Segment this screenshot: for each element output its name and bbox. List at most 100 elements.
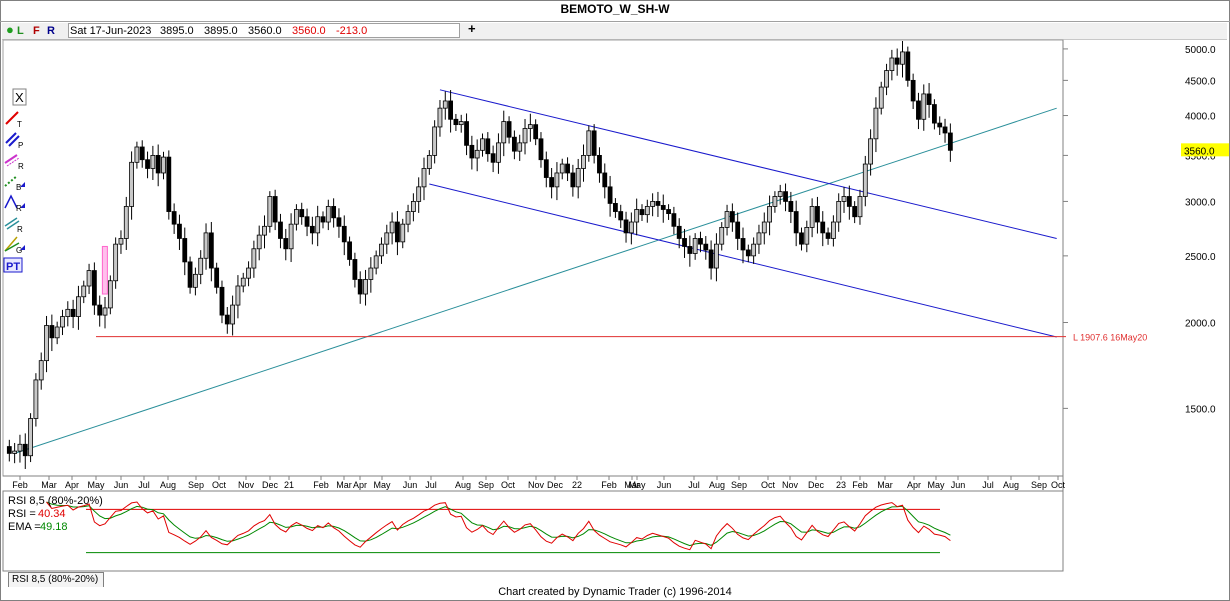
candle-up	[756, 232, 762, 245]
x-tick-label: Aug	[455, 480, 471, 490]
y-tick-label: 4000.0	[1185, 112, 1216, 123]
x-tick-label: Jun	[403, 480, 418, 490]
button-live[interactable]: L	[17, 25, 24, 37]
retracement-tool-button[interactable]: R	[3, 193, 27, 213]
svg-text:X: X	[15, 90, 24, 105]
x-tick-label: 23	[836, 480, 846, 490]
rsi-plot	[46, 501, 951, 554]
x-tick-label: Mar	[41, 480, 57, 490]
candle-up	[123, 206, 129, 239]
candle-down	[570, 172, 576, 188]
candle-down	[331, 206, 337, 219]
x-tick-label: Jul	[138, 480, 150, 490]
candle-down	[543, 159, 549, 178]
button-fixed[interactable]: F	[33, 25, 40, 37]
candle-up	[315, 216, 321, 234]
x-tick-label: Jun	[951, 480, 966, 490]
y-tick-label: 2500.0	[1185, 252, 1216, 263]
trendline-tool-button[interactable]: T	[3, 109, 27, 129]
candle-down	[485, 138, 491, 155]
pt-tool-button[interactable]: PT	[3, 256, 27, 275]
candle-up	[772, 196, 778, 207]
candle-up	[129, 161, 134, 207]
candle-down	[278, 221, 283, 239]
candle-down	[357, 279, 363, 295]
candle-up	[628, 221, 634, 234]
last-price-label: 3560.0	[1184, 146, 1215, 157]
candle-up	[246, 267, 251, 279]
candle-up	[203, 232, 209, 259]
svg-text:R: R	[18, 162, 24, 170]
tab-rsi[interactable]: RSI 8,5 (80%-20%)	[8, 572, 105, 587]
candle-up	[474, 149, 480, 159]
candle-down	[145, 159, 150, 169]
channel-upper-line[interactable]	[439, 89, 1057, 239]
candle-down	[565, 163, 570, 174]
candle-down	[783, 191, 788, 202]
fib-time-tool-button[interactable]: B	[3, 172, 27, 192]
x-tick-label: Apr	[907, 480, 921, 490]
candle-down	[815, 206, 820, 223]
candle-down	[926, 93, 932, 105]
candle-up	[873, 107, 879, 140]
bar-date: Sat 17-Jun-2023	[70, 25, 152, 37]
candle-down	[70, 308, 76, 317]
button-reset[interactable]: R	[47, 25, 55, 37]
x-tick-label: Dec	[808, 480, 825, 490]
candle-up	[363, 279, 368, 295]
candle-down	[469, 144, 475, 159]
candle-up	[650, 201, 656, 207]
y-tick-label: 2000.0	[1185, 318, 1216, 329]
candle-up	[294, 209, 299, 225]
svg-text:B: B	[16, 183, 21, 191]
candle-up	[33, 379, 39, 419]
fib-price-tool-button[interactable]: R	[3, 151, 27, 171]
gann-tool-button[interactable]: G	[3, 235, 27, 255]
candle-down	[916, 100, 921, 120]
candle-up	[262, 225, 267, 236]
candle-down	[788, 201, 794, 212]
candle-up	[400, 223, 406, 243]
candle-up	[868, 138, 874, 165]
trendline-line[interactable]	[14, 107, 1057, 454]
candle-up	[54, 326, 60, 339]
low-line-label: L 1907.6 16May20	[1073, 333, 1147, 343]
bar-change: -213.0	[336, 25, 368, 37]
candle-down	[299, 209, 305, 218]
x-tick-label: Apr	[65, 480, 79, 490]
candle-down	[942, 126, 948, 134]
x-tick-label: Feb	[313, 480, 329, 490]
parallel-tool-button[interactable]: P	[3, 130, 27, 150]
add-indicator-button[interactable]: +	[468, 21, 476, 36]
candle-down	[352, 259, 358, 280]
candle-up	[442, 100, 448, 109]
x-tick-label: 22	[572, 480, 582, 490]
candle-up	[44, 325, 49, 362]
candle-up	[410, 201, 416, 212]
candle-up	[522, 128, 528, 144]
candle-down	[703, 243, 709, 251]
candle-up	[102, 307, 108, 316]
regression-tool-button[interactable]: R	[3, 214, 27, 234]
x-tick-label: Jul	[425, 480, 437, 490]
x-tick-label: Jul	[688, 480, 700, 490]
fib-price-icon: R	[4, 154, 24, 171]
candle-up	[767, 206, 772, 223]
y-tick-label: 4500.0	[1185, 76, 1216, 87]
candle-up	[325, 206, 331, 223]
candle-up	[267, 196, 273, 227]
close-toolbar-button[interactable]: X	[3, 88, 27, 107]
candle-down	[729, 211, 735, 223]
x-tick-label: Mar	[624, 480, 640, 490]
candle-down	[618, 211, 624, 221]
candle-down	[682, 238, 687, 247]
x-tick-label: Apr	[353, 480, 367, 490]
candle-down	[208, 232, 214, 269]
candle-up	[65, 308, 71, 317]
x-tick-label: Aug	[160, 480, 176, 490]
candle-down	[283, 238, 289, 250]
candle-down	[506, 121, 512, 138]
candle-down	[6, 446, 12, 454]
rsi-panel	[2, 490, 1064, 572]
